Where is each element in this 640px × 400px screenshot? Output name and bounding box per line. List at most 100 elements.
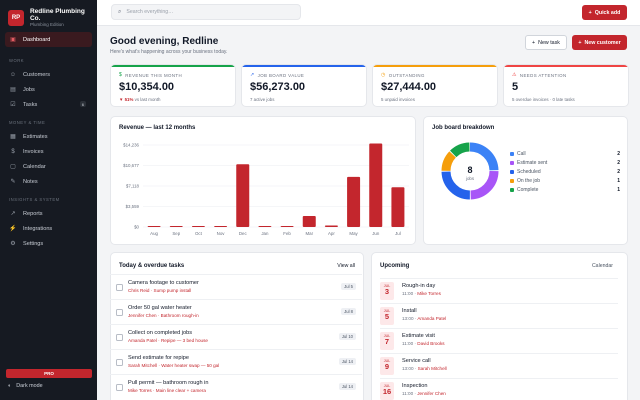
- date-month: JUL: [383, 334, 391, 338]
- stat-sub: 5 unpaid invoices: [381, 97, 415, 102]
- stat-card-job-board[interactable]: ↗ JOB BOARD VALUE $56,273.00 7 active jo…: [241, 64, 367, 107]
- upcoming-time: 13:00: [402, 316, 414, 321]
- calendar-link[interactable]: Calendar: [591, 263, 613, 269]
- tasks-title: Today & overdue tasks: [119, 263, 185, 269]
- stat-value: $56,273.00: [250, 81, 306, 93]
- task-meta: Jennifer Chen · Bathroom rough-in: [128, 313, 199, 318]
- upcoming-item[interactable]: JUL 5 Install 13:00 · Amanda Patel: [380, 303, 618, 328]
- task-checkbox[interactable]: [116, 309, 123, 316]
- brand-name: Redline Plumbing Co.: [29, 8, 85, 23]
- sidebar-item-label: Invoices: [23, 148, 44, 155]
- revenue-bar[interactable]: [302, 216, 316, 227]
- x-tick-label: Feb: [283, 231, 291, 236]
- pro-badge[interactable]: PRO: [6, 369, 92, 378]
- nav-section-insights: INSIGHTS & SYSTEM: [9, 197, 60, 202]
- sidebar-item-tasks[interactable]: ☑ Tasks 6: [5, 97, 92, 112]
- sidebar-item-label: Jobs: [23, 86, 35, 93]
- stat-accent-bar: [373, 65, 497, 67]
- search-input[interactable]: [126, 9, 297, 15]
- new-task-button[interactable]: + New task: [525, 35, 567, 50]
- stat-card-revenue[interactable]: $ REVENUE THIS MONTH $10,354.00 ▼ 51% vs…: [110, 64, 236, 107]
- revenue-bar[interactable]: [236, 164, 250, 227]
- task-checkbox[interactable]: [116, 384, 123, 391]
- donut-slice[interactable]: [441, 142, 499, 200]
- revenue-bar[interactable]: [169, 226, 183, 227]
- sidebar-item-label: Reports: [23, 210, 43, 217]
- stat-label: OUTSTANDING: [388, 72, 425, 78]
- task-checkbox[interactable]: [116, 359, 123, 366]
- sidebar-item-dashboard[interactable]: ▣ Dashboard: [5, 32, 92, 47]
- search-box[interactable]: ⌕: [111, 4, 301, 20]
- stat-card-needs-attention[interactable]: ⚠ NEEDS ATTENTION 5 5 overdue invoices ·…: [503, 64, 629, 107]
- legend-item: Estimate sent 2: [510, 160, 620, 167]
- revenue-bar[interactable]: [369, 143, 383, 227]
- quick-add-button[interactable]: + Quick add: [582, 5, 627, 20]
- date-month: JUL: [383, 284, 391, 288]
- calculator-icon: ▦: [10, 134, 16, 140]
- legend-swatch: [510, 160, 514, 165]
- sidebar-item-integrations[interactable]: ⚡ Integrations: [5, 221, 92, 236]
- stat-accent-bar: [111, 65, 235, 67]
- sidebar-item-jobs[interactable]: ▤ Jobs: [5, 82, 92, 97]
- task-checkbox[interactable]: [116, 334, 123, 341]
- y-tick-label: $7,118: [126, 184, 140, 189]
- x-tick-label: Jul: [395, 231, 401, 236]
- revenue-bar[interactable]: [258, 226, 272, 227]
- stat-value: $27,444.00: [381, 81, 437, 93]
- note-icon: ✎: [10, 179, 16, 185]
- revenue-bar[interactable]: [191, 226, 205, 227]
- upcoming-item[interactable]: JUL 7 Estimate visit 11:00 · David Brooks: [380, 328, 618, 353]
- upcoming-item[interactable]: JUL 16 Inspection 11:00 · Jennifer Chen: [380, 378, 618, 400]
- new-task-label: New task: [538, 39, 560, 46]
- view-all-link[interactable]: View all: [337, 263, 355, 269]
- sidebar-item-invoices[interactable]: $ Invoices: [5, 144, 92, 159]
- task-title: Pull permit — bathroom rough in: [128, 380, 209, 386]
- revenue-bar[interactable]: [347, 176, 361, 227]
- task-row[interactable]: Camera footage to customer Chris Reid · S…: [110, 274, 362, 299]
- revenue-bar[interactable]: [391, 187, 405, 227]
- revenue-bar[interactable]: [324, 225, 338, 227]
- page-subtitle: Here's what's happening across your busi…: [110, 49, 228, 55]
- sidebar-item-customers[interactable]: ☺ Customers: [5, 67, 92, 82]
- stat-sub: 5 overdue invoices · 0 late tasks: [512, 97, 575, 102]
- sidebar-item-settings[interactable]: ⚙ Settings: [5, 236, 92, 251]
- dark-mode-toggle[interactable]: ◐ Dark mode: [8, 383, 43, 389]
- dollar-icon: $: [119, 72, 123, 78]
- upcoming-meta: 13:00 · Sarah Mitchell: [402, 366, 447, 371]
- stat-card-outstanding[interactable]: ◷ OUTSTANDING $27,444.00 5 unpaid invoic…: [372, 64, 498, 107]
- separator: ·: [413, 366, 418, 371]
- job-board-panel: Job board breakdown 8 jobs: [423, 116, 628, 245]
- task-due-badge: Jul 10: [338, 333, 356, 340]
- sidebar-item-reports[interactable]: ↗ Reports: [5, 206, 92, 221]
- task-row[interactable]: Order 50 gal water heater Jennifer Chen ·…: [110, 299, 362, 324]
- task-due-badge: Jul 14: [338, 383, 356, 390]
- task-row[interactable]: Pull permit — bathroom rough in Mike Torr…: [110, 374, 362, 399]
- sidebar-item-label: Estimates: [23, 133, 48, 140]
- new-customer-button[interactable]: + New customer: [572, 35, 627, 50]
- stat-sub: 7 active jobs: [250, 97, 275, 102]
- date-badge: JUL 7: [380, 332, 394, 350]
- sidebar-item-estimates[interactable]: ▦ Estimates: [5, 129, 92, 144]
- stat-label: JOB BOARD VALUE: [257, 72, 305, 78]
- sidebar-item-notes[interactable]: ✎ Notes: [5, 174, 92, 189]
- sidebar-item-label: Dashboard: [23, 36, 51, 43]
- upcoming-item[interactable]: JUL 3 Rough-in day 11:00 · Mike Torres: [380, 278, 618, 303]
- task-title: Send estimate for repipe: [128, 355, 189, 361]
- revenue-bar[interactable]: [280, 226, 294, 227]
- task-row[interactable]: Collect on completed jobs Amanda Patel · …: [110, 324, 362, 349]
- x-tick-label: Jun: [372, 231, 380, 236]
- brand[interactable]: RP Redline Plumbing Co. Plumbing Edition: [0, 0, 97, 28]
- warning-icon: ⚠: [512, 72, 517, 78]
- revenue-bar[interactable]: [147, 226, 161, 227]
- task-meta: Mike Torres · Main line clear + camera: [128, 388, 206, 393]
- revenue-bar[interactable]: [214, 226, 228, 227]
- job-board-title: Job board breakdown: [432, 125, 495, 131]
- upcoming-meta: 13:00 · Amanda Patel: [402, 316, 446, 321]
- calendar-icon: ▢: [10, 164, 16, 170]
- task-checkbox[interactable]: [116, 284, 123, 291]
- upcoming-item[interactable]: JUL 9 Service call 13:00 · Sarah Mitchell: [380, 353, 618, 378]
- sidebar-item-calendar[interactable]: ▢ Calendar: [5, 159, 92, 174]
- sidebar-item-label: Integrations: [23, 225, 53, 232]
- x-tick-label: Apr: [328, 231, 335, 236]
- task-row[interactable]: Send estimate for repipe Sarah Mitchell ·…: [110, 349, 362, 374]
